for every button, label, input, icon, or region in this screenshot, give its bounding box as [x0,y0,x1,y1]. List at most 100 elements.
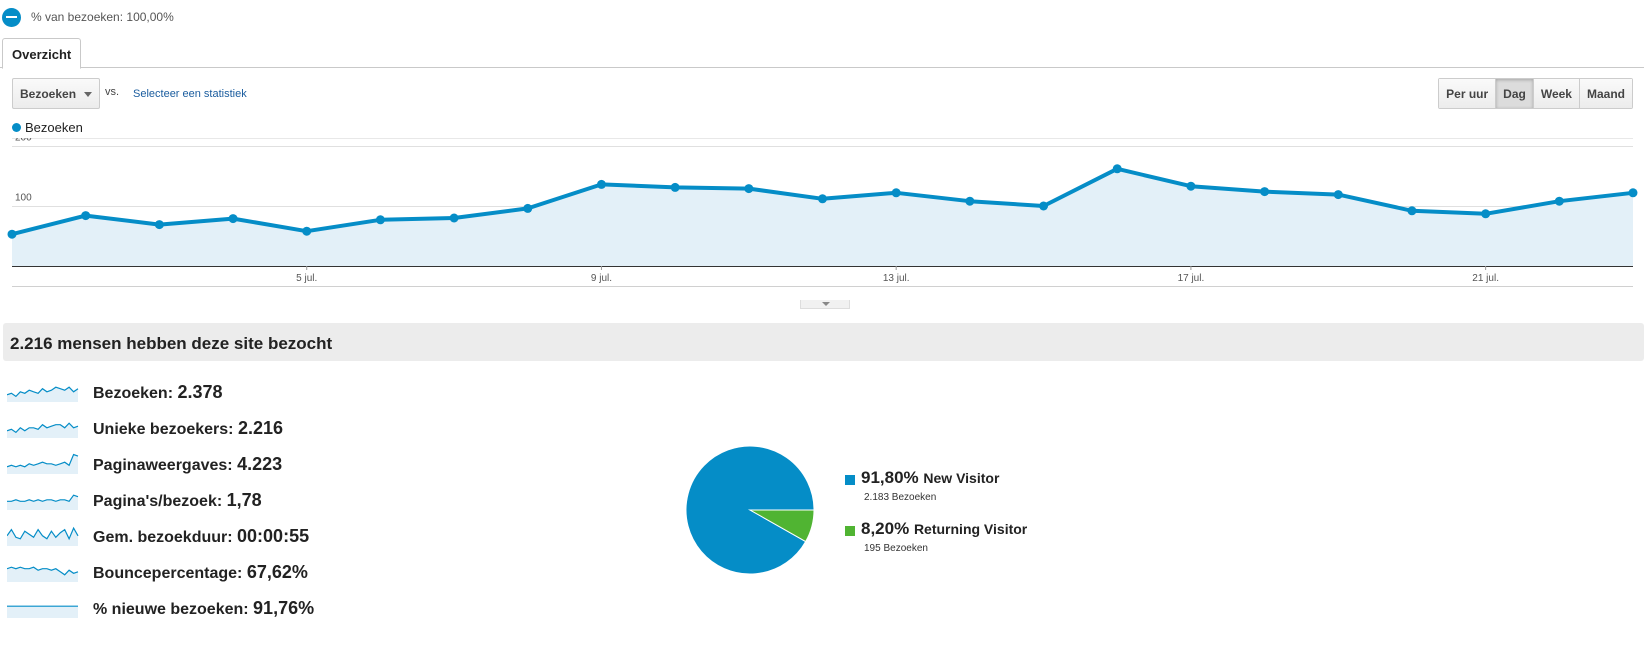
sparkline-area [7,387,78,402]
pie-legend-pct: 8,20% [861,519,910,538]
pie-slice[interactable] [748,509,815,543]
metric-row[interactable]: Bezoeken: 2.378 [0,372,640,408]
visitor-type-pie [684,444,816,576]
segment-indicator: % van bezoeken: 100,00% [0,0,174,34]
summary-title: 2.216 mensen hebben deze site bezocht [10,334,333,353]
visitor-type-pie-svg [685,445,815,575]
data-point[interactable] [818,194,827,204]
period-toggle: Per uur Dag Week Maand [1438,78,1633,109]
sparkline [7,605,78,618]
sparkline-line [7,422,79,434]
metric-row[interactable]: Gem. bezoekduur: 00:00:55 [0,516,640,552]
data-point[interactable] [154,220,164,230]
metric-label: Paginaweergaves: 4.223 [93,454,283,474]
data-point[interactable] [1260,187,1270,197]
metric-row[interactable]: Bouncepercentage: 67,62% [0,552,640,588]
sparkline-area [7,528,78,546]
sparkline-line [7,566,79,576]
period-button-maand[interactable]: Maand [1578,79,1632,108]
data-point[interactable] [1186,181,1196,191]
metric-row[interactable]: % nieuwe bezoeken: 91,76% [0,588,640,624]
data-point[interactable] [1628,188,1638,198]
metric-label: Gem. bezoekduur: 00:00:55 [93,526,310,546]
segment-text: % van bezoeken: 100,00% [31,10,174,24]
segment-icon [2,7,21,27]
metric-row[interactable]: Unieke bezoekers: 2.216 [0,408,640,444]
sparkline-area [7,606,78,618]
data-point[interactable] [1407,206,1417,216]
metric-value: 00:00:55 [237,526,310,546]
metric-value: 67,62% [246,562,308,582]
data-point[interactable] [523,203,533,213]
data-point[interactable] [1039,201,1049,211]
data-point[interactable] [1554,196,1564,206]
metric-label: Unieke bezoekers: 2.216 [93,418,283,438]
data-point[interactable] [375,215,385,225]
data-point[interactable] [1333,190,1343,200]
tab-overzicht[interactable]: Overzicht [2,38,82,69]
pie-legend-item[interactable]: 91,80% New Visitor 2.183 Bezoeken [845,468,1065,508]
period-button-dag[interactable]: Dag [1495,79,1533,108]
vs-label: vs. [105,86,120,98]
sparkline-line [7,526,79,541]
sparkline [7,494,79,510]
chevron-down-icon [84,92,92,97]
data-point[interactable] [302,226,312,236]
pie-legend-pct: 91,80% [861,468,919,487]
data-point[interactable] [81,211,91,221]
x-tick-label: 21 jul. [1472,273,1499,284]
metric-value: 1,78 [226,490,262,510]
x-tick-label: 5 jul. [296,273,317,284]
sparkline [7,453,79,474]
x-tick-label: 13 jul. [883,273,910,284]
data-point[interactable] [596,179,606,189]
data-point[interactable] [670,182,680,192]
sparkline-line [7,494,79,503]
x-tick-label: 9 jul. [591,273,612,284]
metric-value: 91,76% [253,598,315,618]
pie-legend-label: New Visitor [923,470,1000,486]
period-button-per-uur[interactable]: Per uur [1439,79,1496,108]
data-point[interactable] [7,229,17,239]
data-point[interactable] [891,188,901,198]
pie-legend-item[interactable]: 8,20% Returning Visitor 195 Bezoeken [845,519,1065,559]
pie-legend-text: 91,80% New Visitor [861,468,999,488]
metric-label: Pagina's/bezoek: 1,78 [93,490,262,510]
tab-bar: Overzicht [0,38,1644,69]
chart-controls: Bezoeken vs. Selecteer een statistiek Pe… [12,78,1633,110]
data-point[interactable] [965,196,975,206]
chart-legend: Bezoeken [12,120,83,135]
metric-select[interactable]: Bezoeken [12,78,100,109]
pie-legend-swatch [845,475,855,485]
pie-legend-text: 8,20% Returning Visitor [861,519,1027,539]
pie-legend-label: Returning Visitor [913,521,1028,537]
metric-label: Bezoeken: 2.378 [93,382,223,402]
pie-legend-sub: 2.183 Bezoeken [864,492,937,503]
summary-bar: 2.216 mensen hebben deze site bezocht [3,323,1644,361]
metric-row[interactable]: Paginaweergaves: 4.223 [0,444,640,480]
visits-chart-svg: 100 200 5 jul. 9 jul. 13 jul. 17 jul. 21 jul. [7,138,1638,287]
select-stat-link[interactable]: Selecteer een statistiek [133,88,247,100]
data-point[interactable] [1481,209,1491,219]
period-button-week[interactable]: Week [1532,79,1579,108]
sparkline-area [7,454,78,474]
data-point[interactable] [228,214,238,224]
sparkline-line [7,386,79,398]
sparkline-line [7,453,79,468]
chart-collapse-handle[interactable] [800,300,850,309]
sparkline [7,386,79,402]
x-tick-label: 17 jul. [1178,273,1205,284]
sparkline [7,566,79,582]
y-tick-label: 100 [15,193,32,204]
data-point[interactable] [449,213,459,223]
metric-row[interactable]: Pagina's/bezoek: 1,78 [0,480,640,516]
data-point[interactable] [744,184,754,194]
metric-value: 4.223 [237,454,283,474]
series-area [12,168,1633,266]
metric-select-label: Bezoeken [20,87,77,101]
data-point[interactable] [1112,164,1122,174]
pie-slice[interactable] [685,445,815,575]
sparkline [7,422,79,438]
pie-legend-sub: 195 Bezoeken [864,543,928,554]
sparkline-area [7,567,78,582]
